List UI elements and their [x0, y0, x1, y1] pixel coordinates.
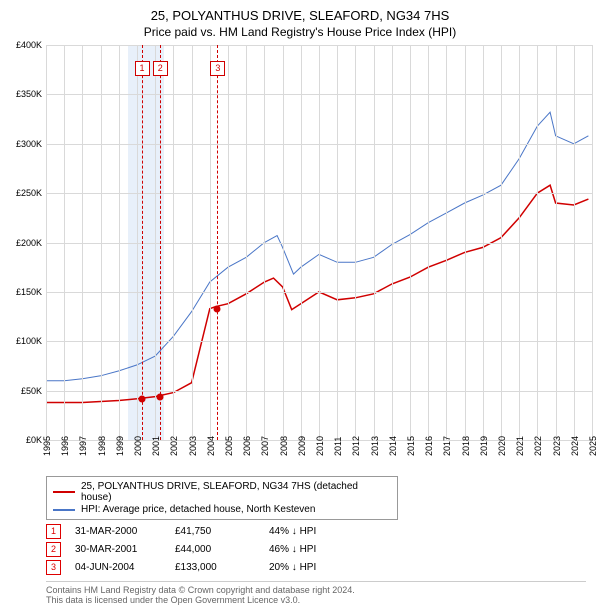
event-price: £41,750	[175, 526, 255, 537]
event-price: £133,000	[175, 562, 255, 573]
event-date: 04-JUN-2004	[75, 562, 161, 573]
attribution-footer: Contains HM Land Registry data © Crown c…	[46, 581, 586, 605]
legend-row: HPI: Average price, detached house, Nort…	[53, 504, 391, 515]
legend-swatch-property	[53, 491, 75, 493]
chart-subtitle: Price paid vs. HM Land Registry's House …	[8, 25, 592, 39]
footer-line: Contains HM Land Registry data © Crown c…	[46, 585, 586, 595]
legend-swatch-hpi	[53, 509, 75, 511]
event-price: £44,000	[175, 544, 255, 555]
event-delta: 46% ↓ HPI	[269, 544, 316, 555]
footer-line: This data is licensed under the Open Gov…	[46, 595, 586, 605]
chart-title: 25, POLYANTHUS DRIVE, SLEAFORD, NG34 7HS	[8, 8, 592, 23]
legend-label-property: 25, POLYANTHUS DRIVE, SLEAFORD, NG34 7HS…	[81, 481, 391, 503]
event-date: 31-MAR-2000	[75, 526, 161, 537]
legend: 25, POLYANTHUS DRIVE, SLEAFORD, NG34 7HS…	[46, 476, 398, 520]
event-delta: 44% ↓ HPI	[269, 526, 316, 537]
event-badge: 3	[46, 560, 61, 575]
event-row: 3 04-JUN-2004 £133,000 20% ↓ HPI	[46, 560, 592, 575]
legend-row: 25, POLYANTHUS DRIVE, SLEAFORD, NG34 7HS…	[53, 481, 391, 503]
sale-events: 1 31-MAR-2000 £41,750 44% ↓ HPI 2 30-MAR…	[46, 524, 592, 575]
plot-area: £0K£50K£100K£150K£200K£250K£300K£350K£40…	[46, 45, 592, 440]
event-date: 30-MAR-2001	[75, 544, 161, 555]
y-axis: £0K£50K£100K£150K£200K£250K£300K£350K£40…	[8, 45, 46, 440]
price-chart: 25, POLYANTHUS DRIVE, SLEAFORD, NG34 7HS…	[8, 8, 592, 605]
event-badge: 2	[46, 542, 61, 557]
event-row: 2 30-MAR-2001 £44,000 46% ↓ HPI	[46, 542, 592, 557]
x-axis: 1995199619971998199920002001200220032004…	[46, 440, 592, 470]
legend-label-hpi: HPI: Average price, detached house, Nort…	[81, 504, 315, 515]
event-row: 1 31-MAR-2000 £41,750 44% ↓ HPI	[46, 524, 592, 539]
event-delta: 20% ↓ HPI	[269, 562, 316, 573]
event-badge: 1	[46, 524, 61, 539]
